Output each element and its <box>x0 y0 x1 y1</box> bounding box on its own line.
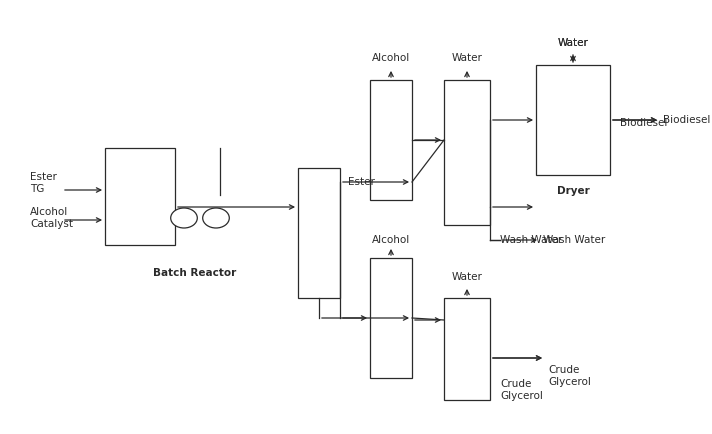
Bar <box>536 65 610 175</box>
Ellipse shape <box>203 208 229 228</box>
Text: Water: Water <box>451 272 483 282</box>
Bar <box>444 80 490 225</box>
Text: Alcohol
Catalyst: Alcohol Catalyst <box>30 207 73 229</box>
Text: Wash Water: Wash Water <box>543 235 605 245</box>
Text: Wash Water: Wash Water <box>500 235 562 245</box>
Text: Dryer: Dryer <box>557 186 590 196</box>
Bar <box>105 148 175 245</box>
Text: Batch Reactor: Batch Reactor <box>153 268 236 278</box>
Text: Water: Water <box>557 38 588 48</box>
Text: Alcohol: Alcohol <box>372 53 410 63</box>
Text: Water: Water <box>451 53 483 63</box>
Text: Crude
Glycerol: Crude Glycerol <box>548 365 591 387</box>
Text: Alcohol: Alcohol <box>372 235 410 245</box>
Text: Ester: Ester <box>348 177 375 187</box>
Bar <box>370 80 412 200</box>
Bar <box>298 168 340 298</box>
Text: Crude
Glycerol: Crude Glycerol <box>500 379 543 401</box>
Text: Ester
TG: Ester TG <box>30 172 57 194</box>
Text: Biodiesel: Biodiesel <box>620 118 667 128</box>
Text: Water: Water <box>557 38 588 48</box>
Bar <box>444 298 490 400</box>
Text: Biodiesel: Biodiesel <box>663 115 711 125</box>
Ellipse shape <box>171 208 197 228</box>
Bar <box>370 258 412 378</box>
